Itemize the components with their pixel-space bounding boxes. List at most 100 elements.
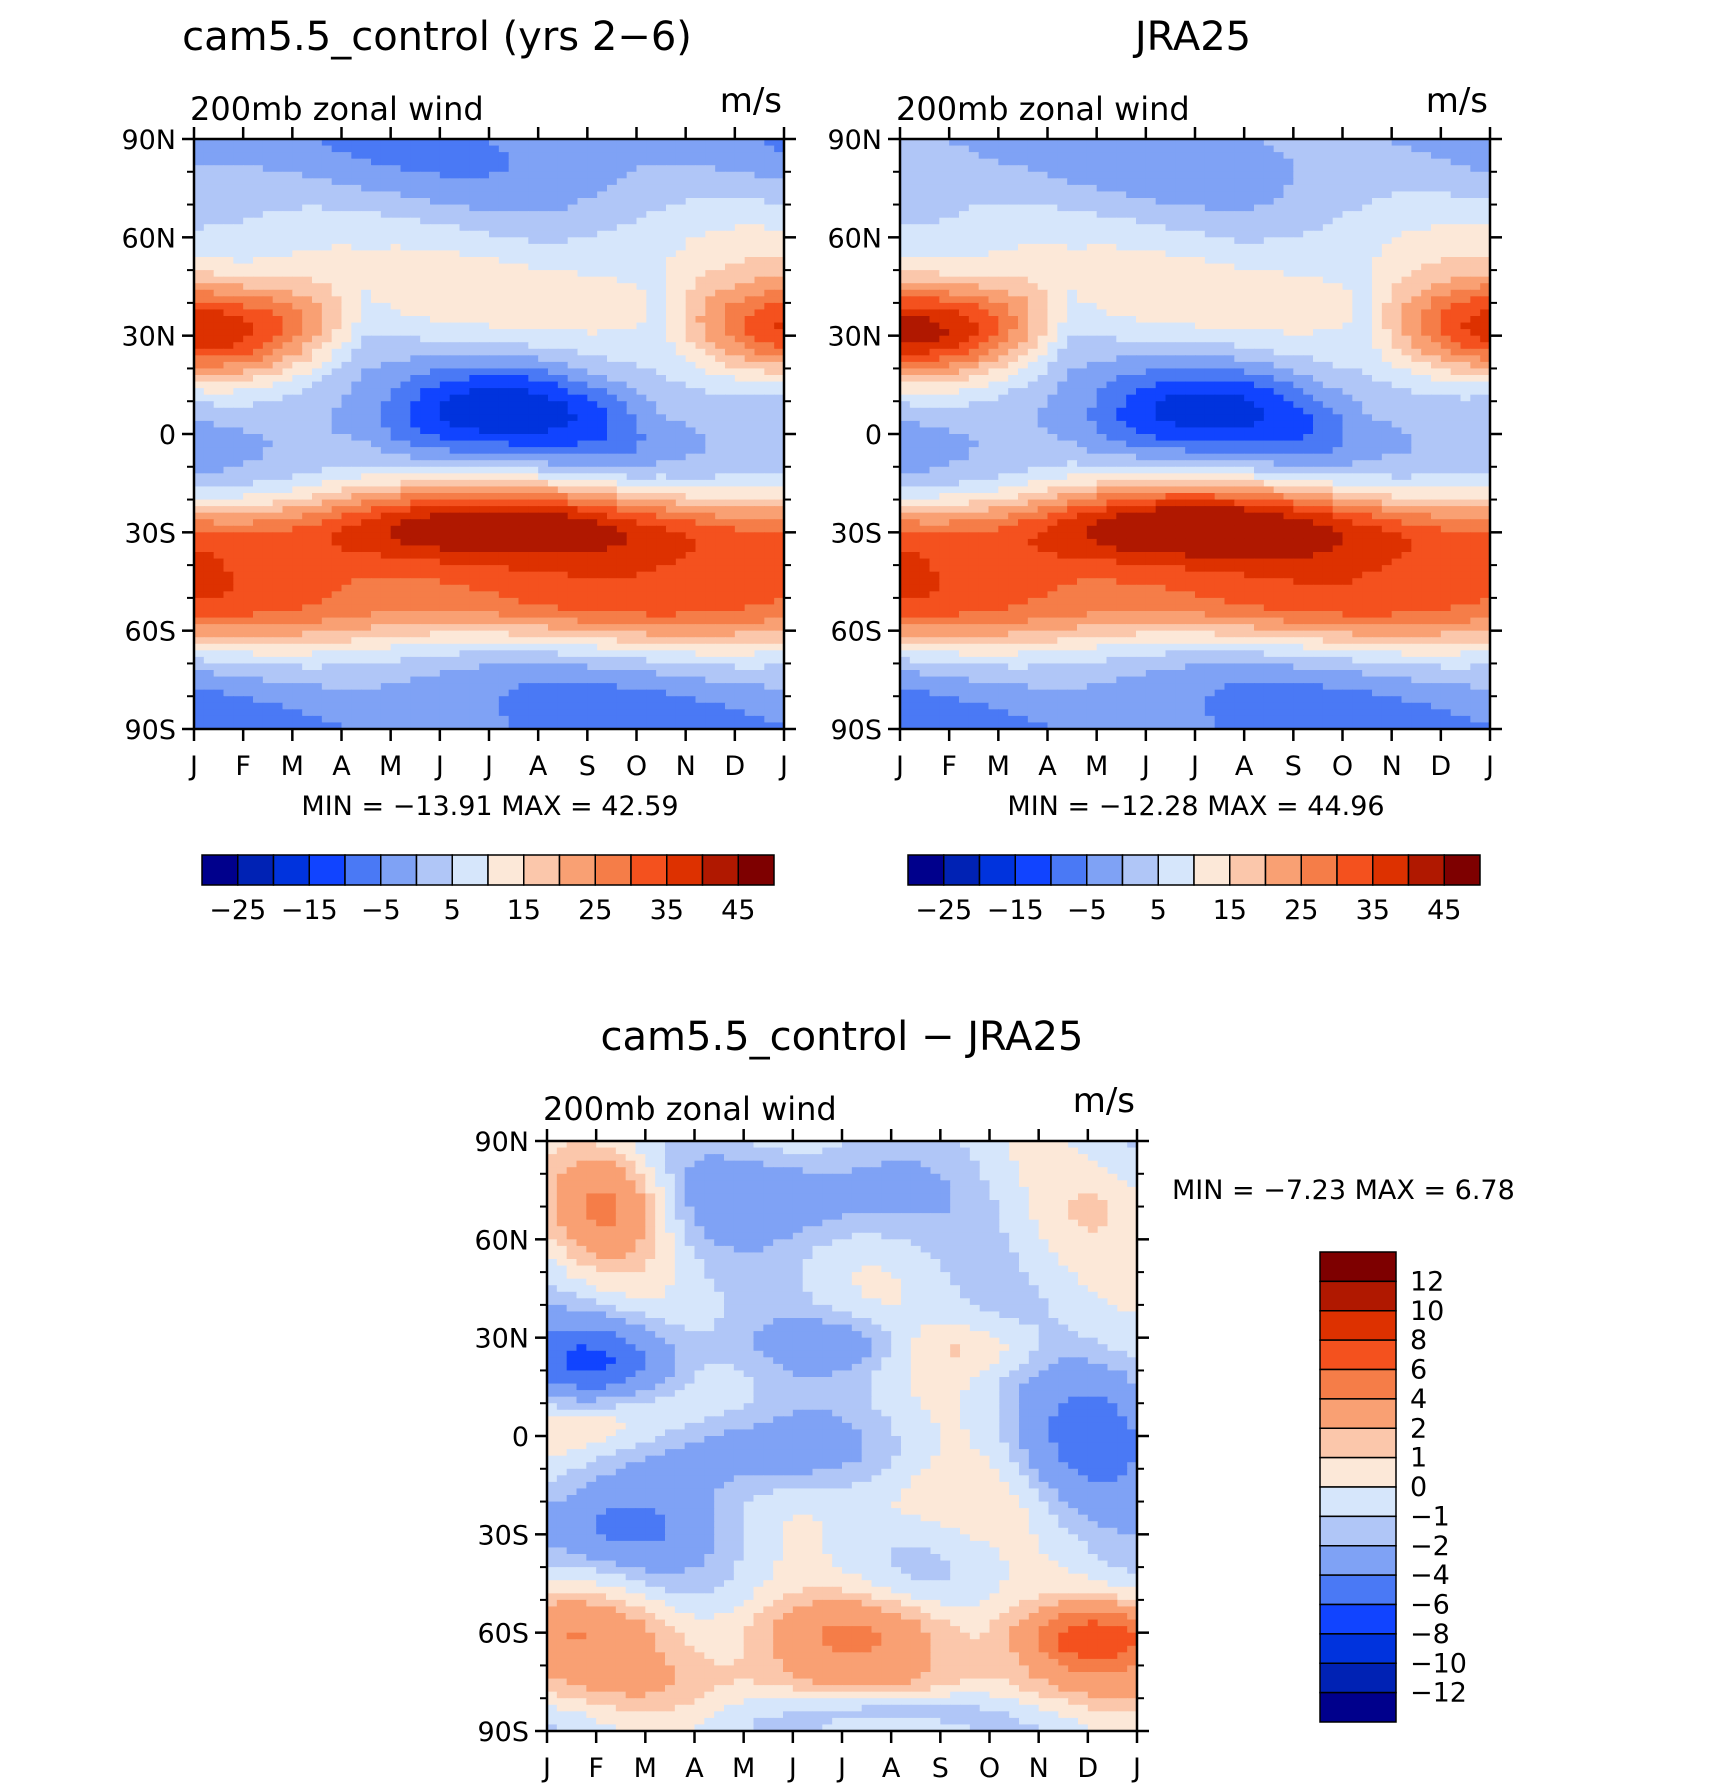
field-cell — [479, 309, 490, 317]
field-cell — [675, 493, 687, 501]
field-cell — [262, 184, 274, 193]
field-cell — [302, 479, 313, 488]
field-cell — [734, 158, 746, 166]
field-cell — [233, 525, 244, 533]
field-cell — [390, 597, 402, 606]
field-cell — [282, 361, 293, 370]
field-cell — [371, 597, 382, 606]
field-cell — [656, 466, 667, 474]
field-cell — [253, 663, 264, 671]
field-cell — [410, 270, 421, 278]
field-cell — [548, 309, 559, 317]
field-cell — [498, 434, 510, 442]
field-cell — [764, 184, 775, 193]
field-cell — [361, 617, 372, 625]
field-cell — [380, 158, 392, 166]
field-cell — [272, 171, 284, 179]
field-cell — [695, 394, 706, 402]
field-cell — [646, 604, 657, 612]
field-cell — [597, 558, 608, 566]
field-cell — [233, 479, 244, 488]
field-cell — [459, 237, 470, 245]
field-cell — [390, 381, 402, 389]
field-cell — [292, 637, 303, 645]
field-cell — [292, 368, 303, 376]
field-cell — [607, 276, 618, 284]
field-cell — [410, 525, 421, 533]
field-cell — [194, 670, 205, 678]
field-cell — [194, 335, 205, 343]
field-cell — [567, 545, 579, 553]
field-cell — [548, 211, 559, 219]
field-cell — [410, 545, 421, 553]
field-cell — [479, 440, 490, 448]
field-cell — [459, 394, 470, 402]
field-cell — [243, 348, 254, 356]
field-cell — [725, 401, 736, 409]
field-cell — [272, 578, 284, 586]
field-cell — [646, 184, 657, 193]
field-cell — [223, 611, 234, 619]
field-cell — [282, 676, 293, 684]
field-cell — [253, 499, 264, 507]
field-cell — [292, 571, 303, 579]
field-cell — [321, 676, 333, 684]
field-cell — [498, 538, 510, 547]
field-cell — [380, 663, 392, 671]
field-cell — [213, 329, 225, 337]
field-cell — [479, 263, 490, 271]
field-cell — [597, 368, 608, 376]
field-cell — [695, 276, 706, 284]
field-cell — [430, 329, 441, 337]
field-cell — [774, 322, 785, 330]
field-cell — [203, 466, 215, 474]
field-cell — [371, 519, 382, 527]
field-cell — [548, 355, 559, 363]
field-cell — [223, 584, 234, 592]
field-cell — [754, 506, 765, 514]
field-cell — [253, 230, 264, 238]
field-cell — [233, 617, 244, 625]
field-cell — [548, 663, 559, 671]
field-cell — [734, 486, 746, 494]
field-cell — [715, 243, 726, 252]
field-cell — [774, 532, 785, 540]
field-cell — [567, 656, 579, 665]
field-cell — [744, 250, 756, 258]
field-cell — [194, 270, 205, 278]
field-cell — [449, 250, 461, 258]
field-cell — [449, 414, 461, 422]
field-cell — [518, 427, 529, 435]
field-cell — [253, 427, 264, 435]
field-cell — [469, 368, 480, 376]
field-cell — [567, 611, 579, 619]
field-cell — [390, 552, 402, 560]
field-cell — [734, 591, 746, 599]
field-cell — [577, 316, 588, 324]
field-cell — [626, 676, 638, 684]
field-cell — [518, 145, 529, 153]
field-cell — [253, 316, 264, 324]
field-cell — [420, 237, 431, 245]
field-cell — [616, 381, 628, 389]
field-cell — [518, 630, 529, 638]
field-cell — [282, 302, 293, 311]
field-cell — [420, 250, 431, 258]
field-cell — [400, 604, 411, 612]
field-cell — [715, 427, 726, 435]
field-cell — [557, 637, 569, 645]
field-cell — [420, 506, 431, 514]
field-cell — [341, 420, 352, 429]
field-cell — [528, 493, 539, 501]
field-cell — [233, 230, 244, 238]
field-cell — [479, 565, 490, 573]
field-cell — [616, 329, 628, 337]
field-cell — [371, 466, 382, 474]
field-cell — [764, 237, 775, 245]
field-cell — [498, 394, 510, 402]
field-cell — [243, 263, 254, 271]
field-cell — [587, 329, 598, 337]
field-cell — [194, 473, 205, 481]
field-cell — [528, 355, 539, 363]
field-cell — [223, 316, 234, 324]
